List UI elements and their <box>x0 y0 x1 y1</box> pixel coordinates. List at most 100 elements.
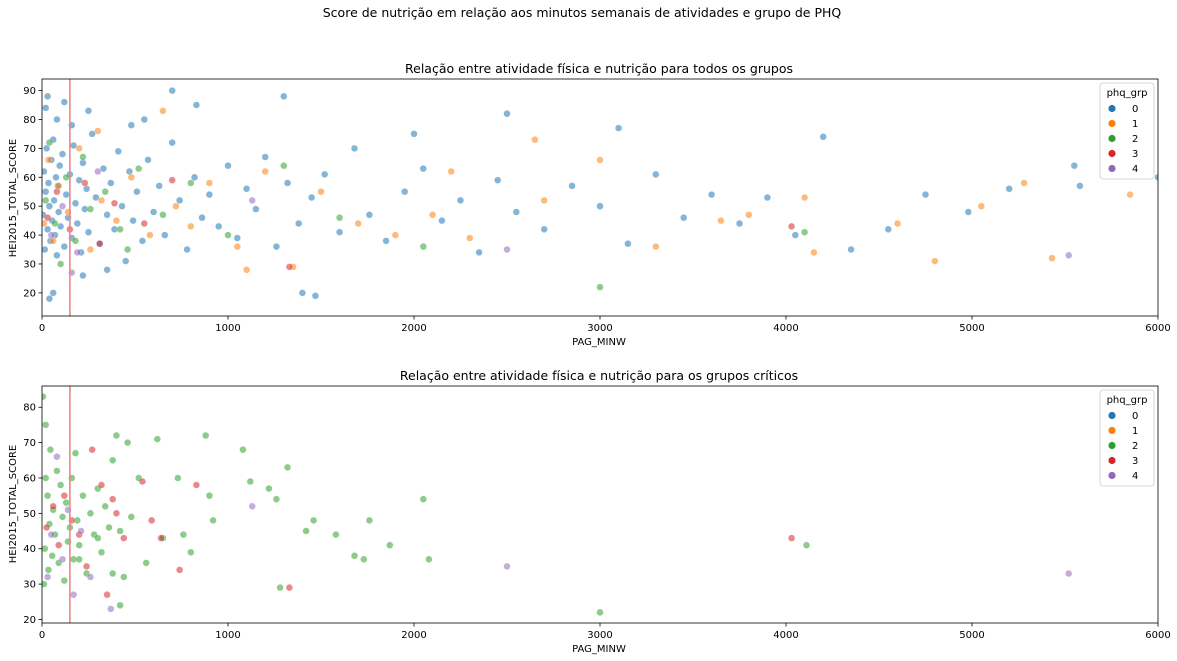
data-point <box>425 555 433 563</box>
data-point <box>97 548 106 556</box>
data-point <box>205 492 214 500</box>
data-point <box>261 153 269 161</box>
y-tick-label: 40 <box>23 544 36 555</box>
data-layer <box>42 392 1073 617</box>
data-point <box>614 124 623 132</box>
data-point <box>103 266 111 274</box>
data-point <box>110 199 119 207</box>
data-point <box>75 144 83 153</box>
data-point <box>53 453 61 461</box>
data-point <box>56 260 65 268</box>
data-point <box>49 502 57 510</box>
data-point <box>127 121 135 129</box>
data-point <box>295 219 303 228</box>
y-tick-label: 50 <box>23 202 36 213</box>
data-point <box>60 98 68 106</box>
data-point <box>75 555 83 563</box>
data-point <box>280 92 288 100</box>
legend-label: 4 <box>1132 471 1138 482</box>
legend-marker <box>1108 411 1116 420</box>
data-point <box>503 110 511 118</box>
legend-marker <box>1108 134 1116 143</box>
data-point <box>354 219 362 228</box>
y-tick-label: 60 <box>23 473 36 484</box>
data-point <box>168 138 176 147</box>
data-point <box>503 562 511 571</box>
data-point <box>248 502 256 510</box>
data-point <box>122 257 130 265</box>
data-point <box>120 534 128 542</box>
data-point <box>45 138 54 147</box>
data-point <box>142 559 150 567</box>
x-tick-label: 2000 <box>401 323 426 334</box>
data-point <box>921 190 930 199</box>
data-point <box>1126 190 1134 199</box>
data-point <box>215 222 223 231</box>
data-point <box>202 431 210 440</box>
y-tick-label: 80 <box>23 403 36 414</box>
legend-label: 1 <box>1132 426 1138 437</box>
data-point <box>192 101 201 109</box>
data-point <box>745 211 753 219</box>
data-point <box>540 196 548 205</box>
data-point <box>71 199 80 207</box>
x-tick-label: 0 <box>39 323 45 334</box>
data-point <box>321 170 329 179</box>
data-point <box>187 179 195 187</box>
data-point <box>157 534 165 542</box>
data-point <box>161 231 169 239</box>
data-point <box>391 231 400 239</box>
data-point <box>285 583 294 592</box>
x-tick-label: 1000 <box>215 630 240 641</box>
data-point <box>148 516 156 525</box>
data-point <box>86 509 95 517</box>
data-point <box>787 534 796 542</box>
data-point <box>140 115 148 124</box>
data-point <box>135 164 143 173</box>
data-point <box>242 185 251 193</box>
y-axis-label: HEI2015_TOTAL_SCORE <box>8 445 19 563</box>
data-point <box>153 435 161 443</box>
data-point <box>155 182 163 190</box>
data-point <box>47 530 55 539</box>
data-point <box>144 156 152 164</box>
data-point <box>43 225 52 233</box>
data-point <box>172 202 180 210</box>
data-point <box>168 176 176 184</box>
x-tick-label: 4000 <box>773 630 798 641</box>
y-tick-label: 50 <box>23 509 36 520</box>
data-point <box>652 242 660 251</box>
data-point <box>763 193 772 202</box>
figure-suptitle: Score de nutrição em relação aos minutos… <box>323 5 842 20</box>
x-axis-label: PAG_MINW <box>572 337 626 348</box>
data-point <box>652 170 660 179</box>
data-point <box>79 271 87 280</box>
data-point <box>42 580 48 588</box>
data-point <box>233 242 241 251</box>
data-point <box>97 481 106 489</box>
data-point <box>53 115 61 124</box>
data-point <box>239 446 247 454</box>
data-point <box>233 234 241 242</box>
data-point <box>977 202 985 210</box>
data-point <box>308 193 316 202</box>
data-point <box>62 190 70 199</box>
chart-title: Relação entre atividade física e nutriçã… <box>405 61 793 76</box>
data-point <box>86 205 95 213</box>
y-tick-label: 20 <box>23 615 36 626</box>
data-point <box>311 292 320 300</box>
data-point <box>120 573 128 581</box>
data-point <box>192 481 201 489</box>
data-point <box>1076 182 1084 190</box>
data-point <box>112 216 121 225</box>
data-point <box>79 153 87 161</box>
data-point <box>1065 251 1073 259</box>
data-point <box>44 156 53 164</box>
data-point <box>365 516 374 525</box>
legend-marker <box>1108 164 1116 173</box>
data-point <box>272 495 281 503</box>
data-point <box>53 467 61 475</box>
legend: phq_grp 0 1 2 3 4 <box>1099 82 1155 180</box>
legend-marker <box>1108 456 1116 465</box>
data-point <box>174 474 182 482</box>
